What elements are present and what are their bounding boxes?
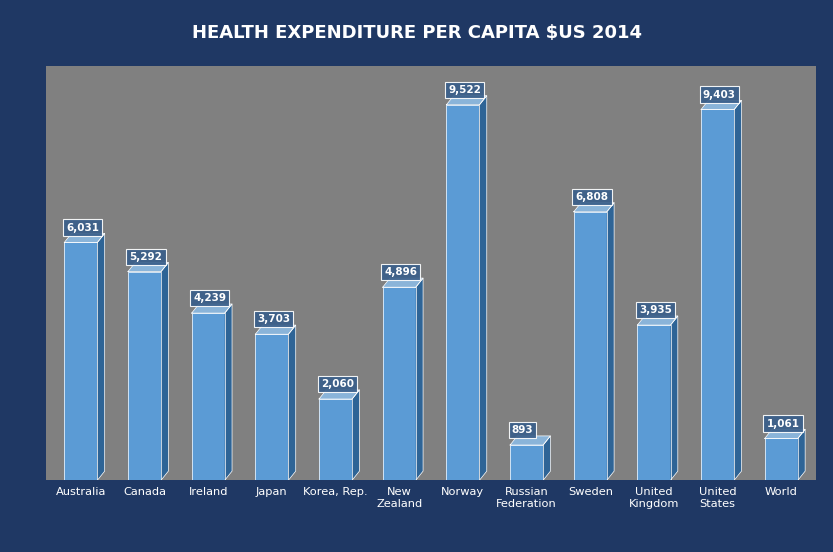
Polygon shape (446, 95, 486, 105)
Text: 6,031: 6,031 (66, 222, 99, 232)
Bar (637, 325, 671, 480)
Polygon shape (352, 390, 359, 480)
Bar (319, 399, 352, 480)
Text: 6,808: 6,808 (576, 192, 608, 202)
Bar (510, 445, 543, 480)
Text: 9,522: 9,522 (448, 85, 481, 95)
Bar (192, 313, 225, 480)
Bar (256, 334, 288, 480)
Polygon shape (606, 203, 614, 480)
Polygon shape (734, 100, 741, 480)
Polygon shape (510, 436, 551, 445)
Text: 1,061: 1,061 (766, 418, 800, 428)
Polygon shape (97, 233, 105, 480)
Polygon shape (701, 100, 741, 109)
Bar (64, 242, 97, 480)
Polygon shape (480, 95, 486, 480)
Bar (128, 272, 161, 480)
Polygon shape (416, 278, 423, 480)
Polygon shape (319, 390, 359, 399)
Polygon shape (225, 304, 232, 480)
Polygon shape (574, 203, 614, 212)
Bar (446, 105, 480, 480)
Bar (765, 438, 798, 480)
Polygon shape (798, 429, 806, 480)
Text: 893: 893 (511, 425, 533, 435)
Text: 5,292: 5,292 (130, 252, 162, 262)
Text: 3,935: 3,935 (639, 305, 672, 315)
Text: HEALTH EXPENDITURE PER CAPITA $US 2014: HEALTH EXPENDITURE PER CAPITA $US 2014 (192, 24, 641, 42)
Polygon shape (161, 263, 168, 480)
Text: 9,403: 9,403 (703, 89, 736, 99)
Polygon shape (128, 263, 168, 272)
Polygon shape (64, 233, 105, 242)
Polygon shape (256, 325, 296, 334)
Text: 4,896: 4,896 (384, 267, 417, 277)
Polygon shape (637, 316, 678, 325)
Bar (701, 109, 734, 480)
Polygon shape (543, 436, 551, 480)
Polygon shape (288, 325, 296, 480)
Polygon shape (382, 278, 423, 287)
Polygon shape (192, 304, 232, 313)
Text: 2,060: 2,060 (321, 379, 354, 389)
Polygon shape (765, 429, 806, 438)
Polygon shape (671, 316, 678, 480)
Text: 4,239: 4,239 (193, 293, 227, 303)
Bar (382, 287, 416, 480)
Text: 3,703: 3,703 (257, 314, 290, 325)
Bar (574, 212, 606, 480)
